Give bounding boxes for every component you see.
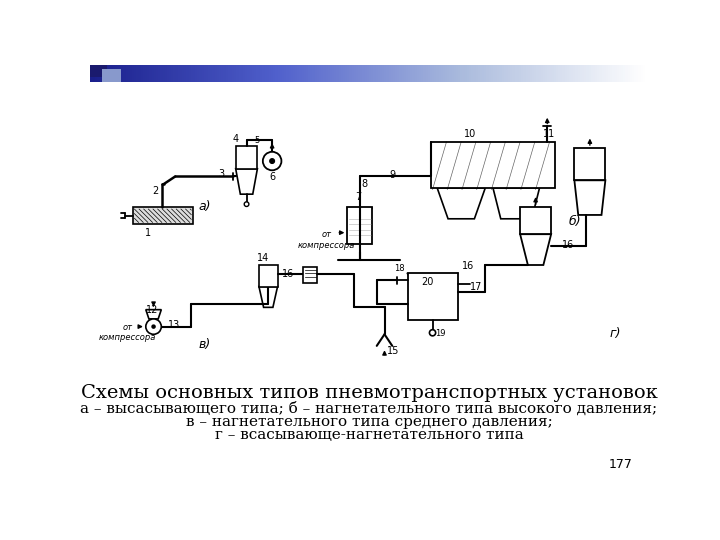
Bar — [90, 65, 107, 77]
Circle shape — [263, 152, 282, 170]
Circle shape — [145, 319, 161, 334]
Text: 18: 18 — [395, 264, 405, 273]
Text: 17: 17 — [469, 282, 482, 292]
Text: 16: 16 — [462, 261, 474, 271]
Text: 12: 12 — [146, 305, 158, 315]
Text: 3: 3 — [218, 168, 224, 179]
Polygon shape — [493, 188, 539, 219]
Bar — [347, 207, 372, 244]
Polygon shape — [235, 168, 258, 194]
Text: 13: 13 — [168, 320, 180, 330]
Text: в): в) — [199, 338, 211, 351]
Bar — [132, 207, 193, 224]
Text: 11: 11 — [544, 130, 556, 139]
Text: 177: 177 — [608, 458, 632, 471]
Text: 9: 9 — [390, 170, 395, 180]
Text: 15: 15 — [387, 346, 399, 356]
Text: 16: 16 — [562, 240, 575, 251]
Bar — [303, 267, 317, 284]
Polygon shape — [145, 309, 161, 319]
Text: 7: 7 — [355, 192, 361, 202]
Text: а): а) — [199, 200, 211, 213]
Text: от
компрессора: от компрессора — [99, 323, 156, 342]
Text: а – высасывающего типа; б – нагнетательного типа высокого давления;: а – высасывающего типа; б – нагнетательн… — [81, 401, 657, 415]
Bar — [520, 207, 551, 234]
Circle shape — [244, 202, 249, 206]
Bar — [408, 273, 458, 320]
Bar — [235, 146, 258, 169]
Circle shape — [270, 159, 274, 164]
Text: 1: 1 — [145, 228, 151, 238]
Bar — [431, 142, 555, 188]
Text: 5: 5 — [254, 136, 259, 145]
Polygon shape — [575, 180, 606, 215]
Circle shape — [429, 330, 436, 336]
Text: 6: 6 — [269, 172, 275, 182]
Polygon shape — [437, 188, 485, 219]
Circle shape — [152, 325, 155, 328]
Polygon shape — [520, 234, 551, 265]
Text: г – всасывающе-нагнетательного типа: г – всасывающе-нагнетательного типа — [215, 428, 523, 442]
Text: 8: 8 — [361, 179, 367, 189]
Text: г): г) — [609, 327, 621, 340]
Text: в – нагнетательного типа среднего давления;: в – нагнетательного типа среднего давлен… — [186, 415, 552, 429]
Bar — [575, 148, 606, 180]
Text: 20: 20 — [421, 276, 433, 287]
Text: 2: 2 — [152, 186, 158, 197]
Text: б): б) — [569, 215, 582, 228]
Text: 14: 14 — [258, 253, 270, 264]
Text: 16: 16 — [282, 269, 294, 279]
Polygon shape — [259, 287, 277, 307]
Bar — [259, 265, 277, 287]
Text: Схемы основных типов пневмотранспортных установок: Схемы основных типов пневмотранспортных … — [81, 384, 657, 402]
Text: 10: 10 — [464, 130, 476, 139]
Text: 4: 4 — [233, 134, 239, 144]
Text: 19: 19 — [435, 329, 446, 338]
Text: от
компрессора: от компрессора — [297, 231, 355, 249]
Bar — [102, 70, 121, 82]
